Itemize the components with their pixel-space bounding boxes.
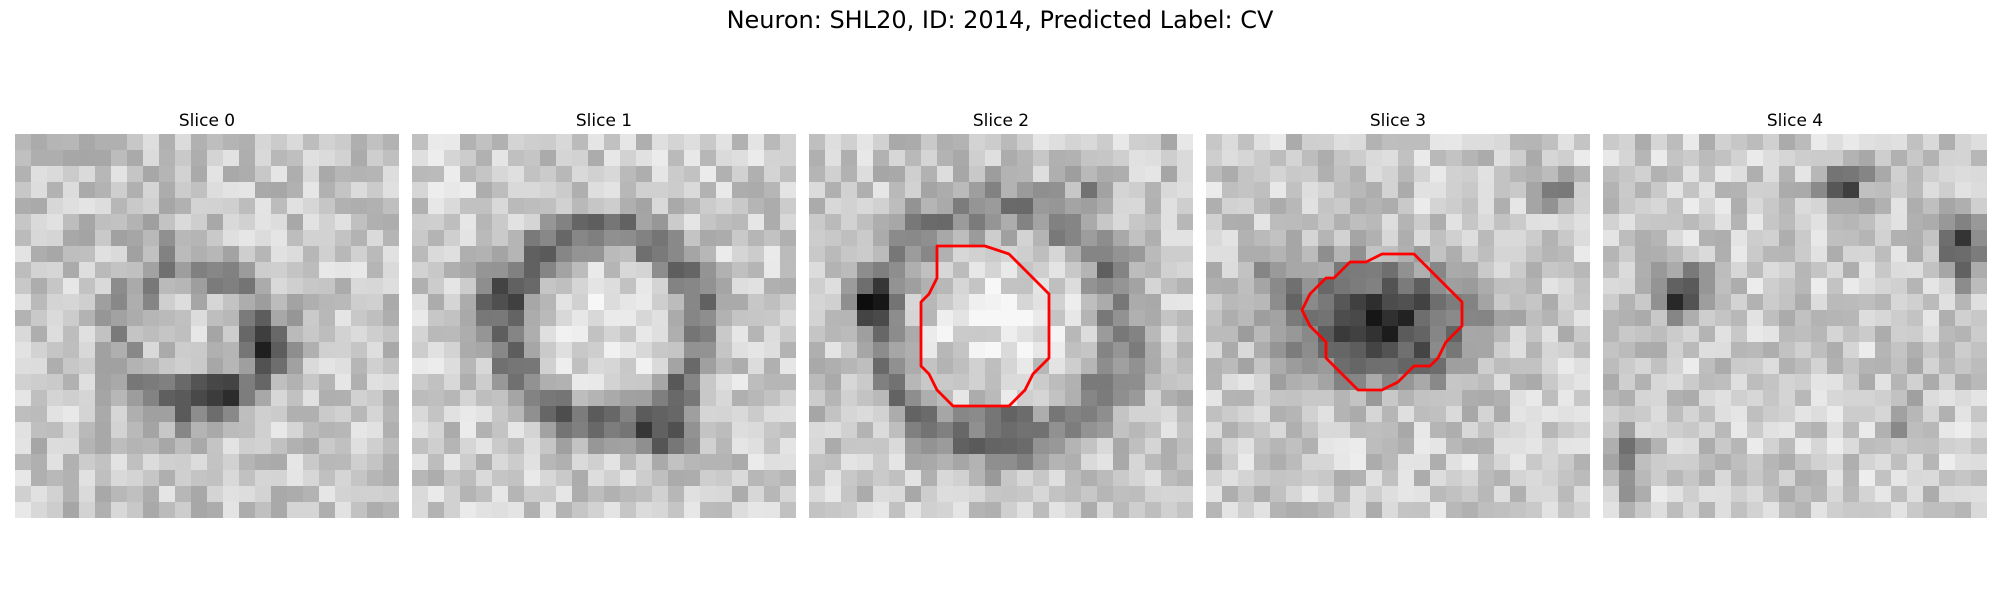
slice-title: Slice 3 xyxy=(1369,111,1427,131)
slice-image xyxy=(412,134,796,518)
slice-image xyxy=(1603,134,1987,518)
slice-panel-0: Slice 0 xyxy=(15,108,399,518)
slice-panel-2: Slice 2 xyxy=(809,108,1193,518)
slice-panel-3: Slice 3 xyxy=(1206,108,1590,518)
slice-panel-4: Slice 4 xyxy=(1603,108,1987,518)
slice-panel-1: Slice 1 xyxy=(412,108,796,518)
figure-title: Neuron: SHL20, ID: 2014, Predicted Label… xyxy=(726,6,1274,34)
slice-title: Slice 0 xyxy=(178,111,236,131)
slice-title: Slice 4 xyxy=(1766,111,1824,131)
segmentation-contour xyxy=(1300,252,1464,392)
slice-title: Slice 2 xyxy=(972,111,1030,131)
segmentation-contour xyxy=(919,244,1051,408)
slice-title: Slice 1 xyxy=(575,111,633,131)
slice-image xyxy=(809,134,1193,518)
slice-image xyxy=(15,134,399,518)
slice-image xyxy=(1206,134,1590,518)
